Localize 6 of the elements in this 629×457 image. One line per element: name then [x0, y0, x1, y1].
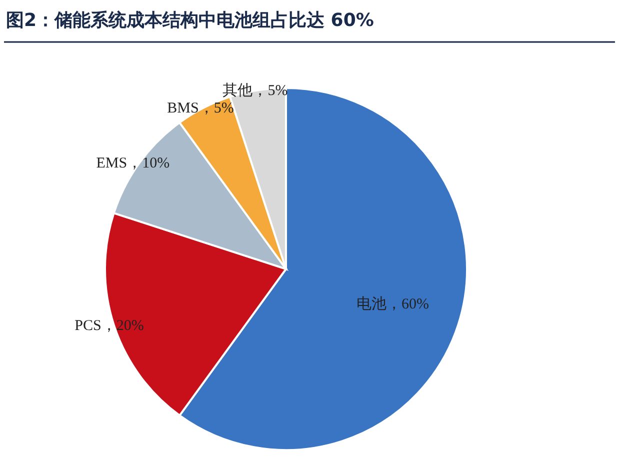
slice-label: BMS，5%: [167, 100, 234, 117]
slice-label: PCS，20%: [74, 318, 144, 334]
slice-label: 电池，60%: [356, 296, 429, 313]
slice-label: EMS，10%: [96, 156, 170, 172]
slice-label: 其他，5%: [222, 82, 288, 100]
chart-title: 图2：储能系统成本结构中电池组占比达 60%: [6, 10, 374, 31]
